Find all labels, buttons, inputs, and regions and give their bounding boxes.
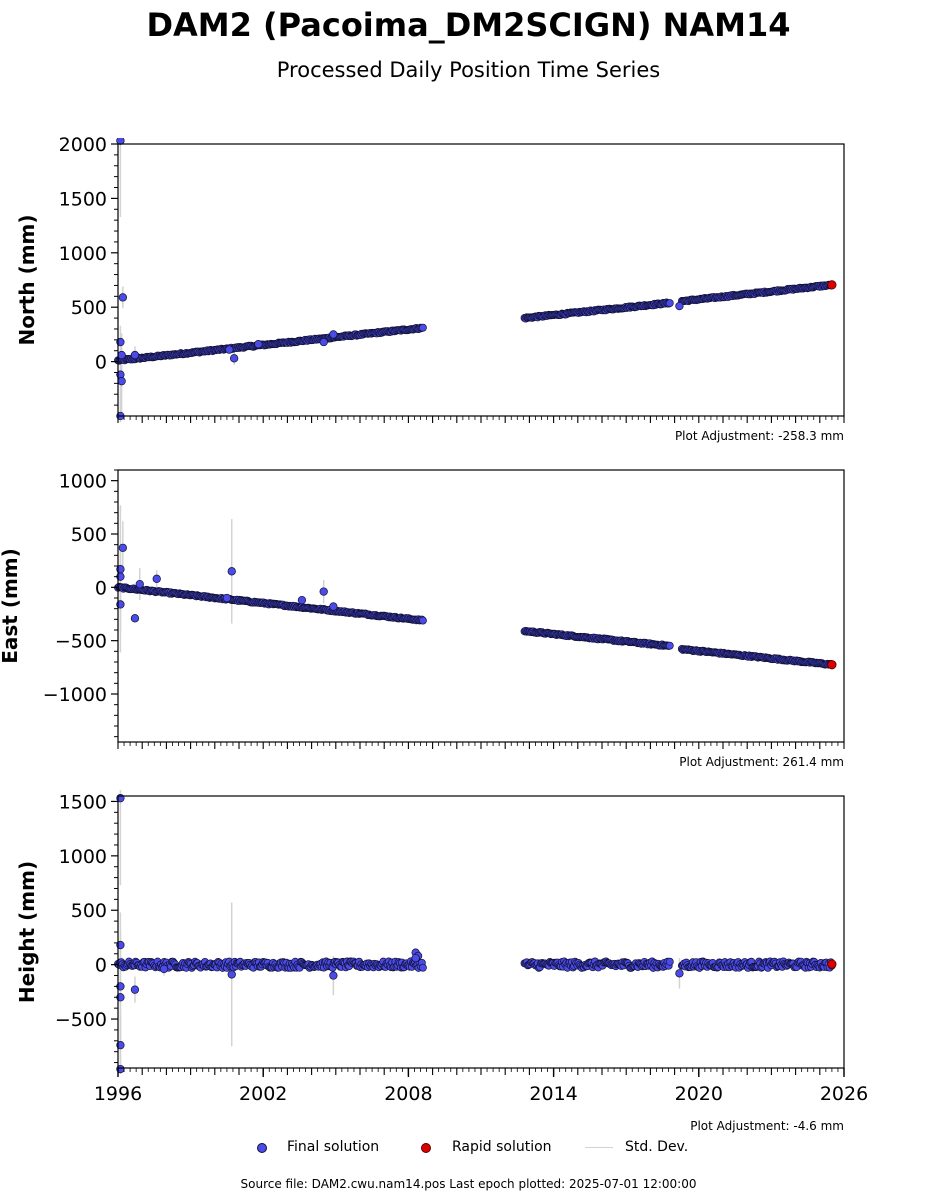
outlier-point (319, 587, 328, 596)
outlier-point (130, 350, 140, 360)
y-tick-label: 0 (95, 352, 107, 374)
y-tick-label: −500 (55, 631, 107, 653)
outlier-point (130, 985, 140, 994)
chart-subtitle: Processed Daily Position Time Series (276, 58, 661, 82)
source-footer: Source file: DAM2.cwu.nam14.pos Last epo… (240, 1177, 697, 1191)
plot-adjustment-label: Plot Adjustment: -258.3 mm (675, 429, 844, 443)
outlier-point (130, 614, 140, 623)
legend-rapid-label: Rapid solution (452, 1139, 552, 1155)
outlier-point (411, 953, 420, 963)
x-tick-label: 2026 (820, 1083, 868, 1105)
x-tick-label: 1996 (94, 1083, 142, 1105)
legend-final-marker (257, 1143, 267, 1153)
outlier-point (159, 964, 169, 974)
y-tick-label: 1000 (59, 846, 107, 868)
outlier-point (117, 350, 126, 360)
data-point (665, 299, 674, 308)
plot-frame (117, 795, 845, 1069)
y-tick-label: 1000 (59, 471, 107, 493)
outlier-point (118, 293, 127, 302)
y-tick-label: 1000 (59, 243, 107, 265)
outlier-point (230, 354, 239, 363)
outlier-point (118, 543, 127, 553)
outlier-point (117, 377, 126, 386)
outlier-point (319, 337, 328, 347)
x-tick-label: 2002 (239, 1083, 287, 1105)
rapid-point (827, 959, 837, 969)
outlier-point (227, 567, 236, 576)
data-point (418, 616, 427, 625)
outlier-point (329, 330, 338, 339)
y-tick-label: 500 (71, 297, 107, 319)
chart-title: DAM2 (Pacoima_DM2SCIGN) NAM14 (146, 6, 791, 44)
plot-frame (117, 143, 845, 417)
y-tick-label: 1500 (59, 188, 107, 210)
outlier-point (297, 595, 307, 605)
legend-rapid-marker (421, 1143, 431, 1153)
y-tick-label: 500 (71, 524, 107, 546)
y-tick-label: 0 (95, 955, 107, 977)
outlier-point (329, 971, 338, 980)
legend-stddev-line (585, 1147, 613, 1148)
outlier-point (135, 579, 144, 589)
outlier-point (254, 340, 263, 349)
y-tick-label: 2000 (59, 134, 107, 156)
x-tick-label: 2014 (529, 1083, 577, 1105)
x-tick-label: 2020 (675, 1083, 723, 1105)
data-point (665, 641, 674, 650)
y-tick-label: 500 (71, 900, 107, 922)
y-tick-label: 1500 (59, 791, 107, 813)
plot-adjustment-label: Plot Adjustment: 261.4 mm (679, 755, 844, 769)
outlier-point (116, 138, 125, 145)
legend-stddev-label: Std. Dev. (625, 1139, 689, 1155)
y-axis-label: Height (mm) (15, 861, 39, 1003)
y-tick-label: −500 (55, 1009, 107, 1031)
data-point (665, 957, 674, 966)
legend-final-label: Final solution (287, 1139, 380, 1155)
outlier-point (675, 969, 684, 978)
legend: Final solution Rapid solution Std. Dev. (0, 1138, 937, 1158)
outlier-point (675, 301, 684, 311)
y-axis-label: East (mm) (0, 548, 22, 664)
rapid-point (827, 660, 837, 670)
data-point (418, 963, 427, 972)
outlier-point (329, 602, 338, 611)
x-tick-label: 2008 (384, 1083, 432, 1105)
data-point (418, 323, 427, 332)
y-axis-label: North (mm) (15, 214, 39, 345)
outlier-point (152, 574, 161, 583)
plot-adjustment-label: Plot Adjustment: -4.6 mm (690, 1119, 844, 1133)
plot-frame (117, 469, 845, 743)
rapid-point (827, 280, 837, 290)
outlier-point (227, 970, 236, 979)
outlier-point (222, 593, 232, 603)
y-tick-label: −1000 (43, 684, 107, 706)
y-tick-label: 0 (95, 577, 107, 599)
outlier-point (225, 345, 234, 354)
